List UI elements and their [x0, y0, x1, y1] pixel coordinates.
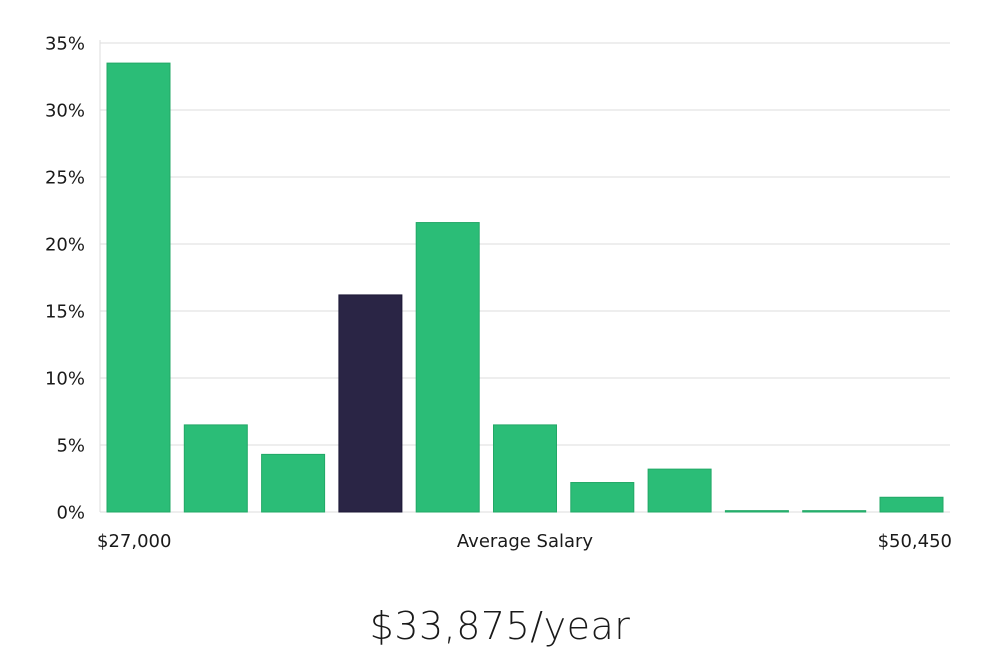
- bar: [879, 496, 944, 513]
- y-tick-label: 0%: [56, 503, 85, 524]
- bar: [415, 222, 480, 513]
- y-tick-label: 15%: [45, 302, 85, 323]
- bars: [106, 62, 944, 513]
- bar: [647, 468, 712, 513]
- y-tick-label: 10%: [45, 369, 85, 390]
- y-tick-label: 25%: [45, 168, 85, 189]
- bar: [570, 482, 635, 513]
- bar: [261, 453, 326, 513]
- y-axis-ticks: 0% 5% 10% 15% 20% 25% 30% 35%: [45, 34, 85, 524]
- bar: [724, 510, 789, 513]
- y-tick-label: 20%: [45, 235, 85, 256]
- x-max-label: $50,450: [878, 531, 952, 552]
- x-min-label: $27,000: [97, 531, 171, 552]
- y-tick-label: 35%: [45, 34, 85, 55]
- y-tick-label: 5%: [56, 436, 85, 457]
- bar: [106, 62, 171, 513]
- x-axis-title: Average Salary: [457, 531, 594, 552]
- salary-histogram: 0% 5% 10% 15% 20% 25% 30% 35% $27,000 Average S…: [45, 34, 952, 553]
- bar: [183, 424, 248, 513]
- average-salary-value: $33,875/year: [369, 604, 631, 648]
- bar: [802, 510, 867, 513]
- bar: [493, 424, 557, 513]
- y-tick-label: 30%: [45, 101, 85, 122]
- bar-highlighted: [338, 294, 403, 513]
